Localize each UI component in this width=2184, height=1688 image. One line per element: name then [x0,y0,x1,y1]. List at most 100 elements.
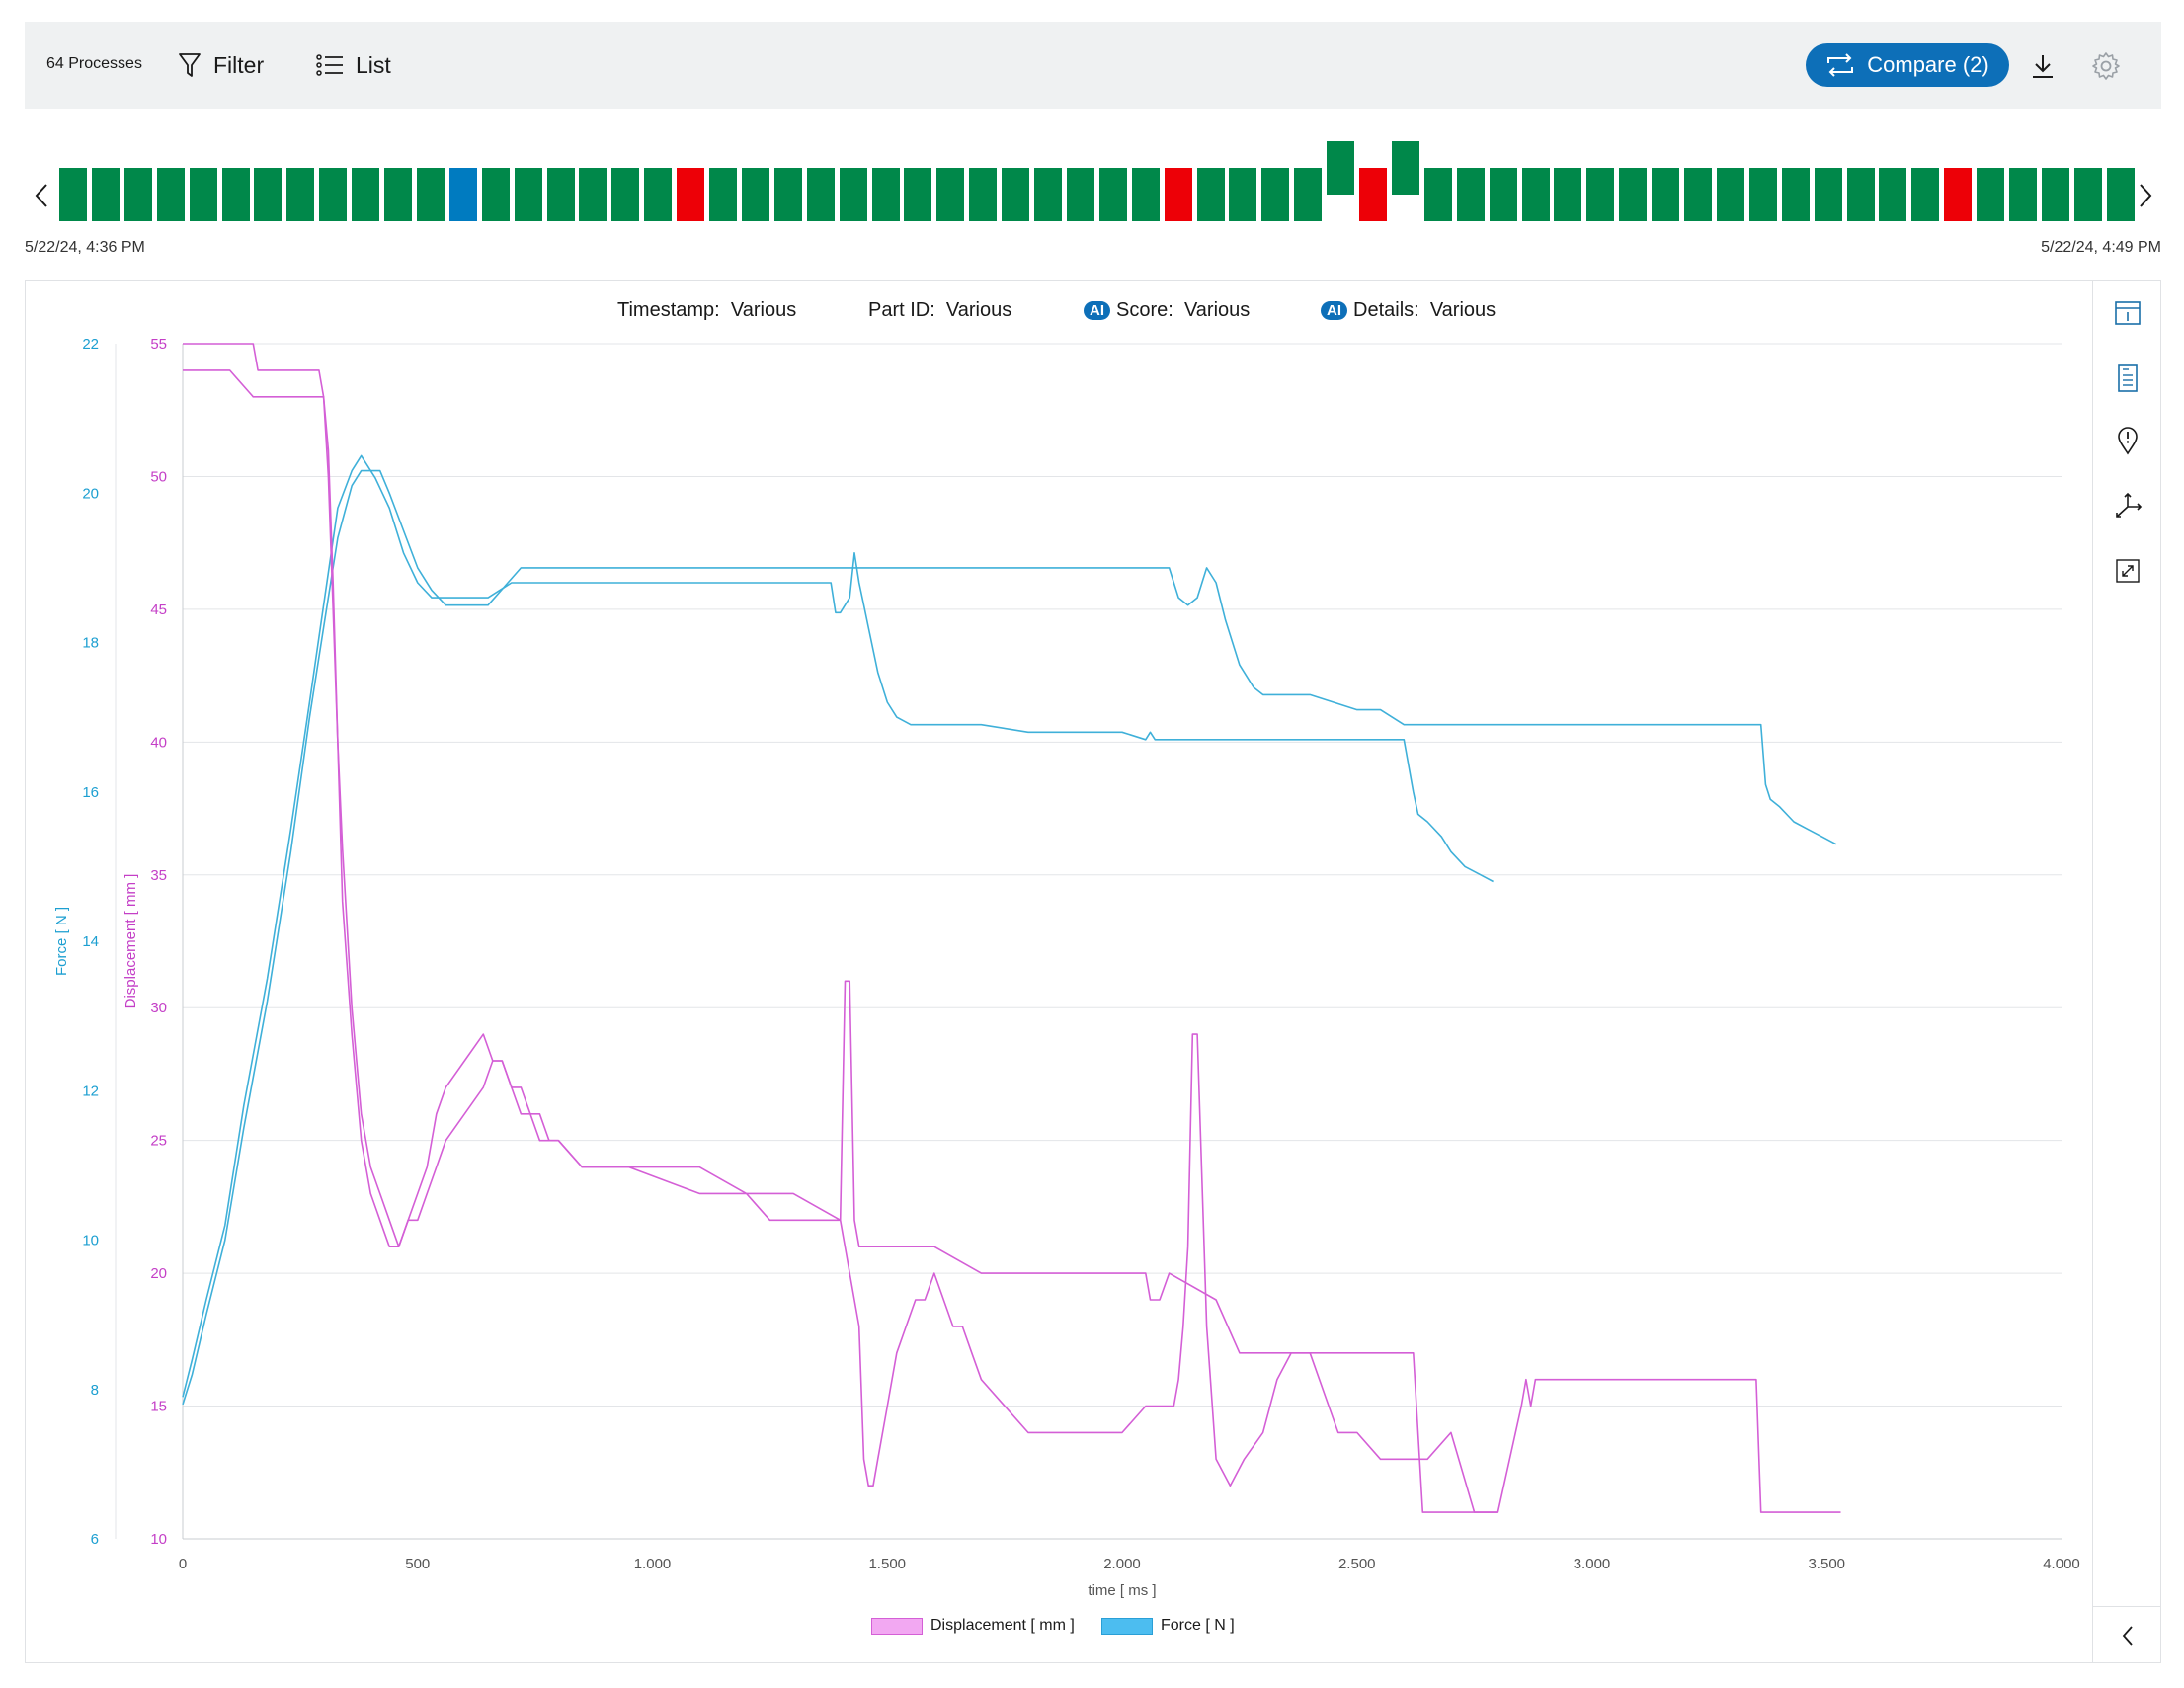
alert-pin-icon [2118,427,2138,455]
timeline-process-ok[interactable] [1456,168,1485,221]
timeline-prev-button[interactable] [32,181,51,210]
ai-badge: AI [1084,301,1110,320]
timeline-process-selected[interactable] [448,168,477,221]
timeline-process-compare[interactable] [1391,141,1419,195]
timeline-process-ok[interactable] [709,168,737,221]
meta-details: AI Details: Various [1321,299,1496,322]
gear-icon [2092,52,2120,80]
timeline-process-ok[interactable] [123,168,152,221]
timeline-process-ok[interactable] [871,168,900,221]
timeline-next-button[interactable] [2136,181,2155,210]
timeline-process-ok[interactable] [2106,168,2135,221]
timeline-process-nok[interactable] [1944,168,1973,221]
collapse-panel-button[interactable] [2113,1621,2143,1650]
ai-badge: AI [1321,301,1347,320]
timeline-process-ok[interactable] [2041,168,2069,221]
alert-pin-button[interactable] [2113,426,2143,455]
timeline-process-ok[interactable] [91,168,120,221]
timeline-process-nok[interactable] [1359,168,1387,221]
timeline-process-ok[interactable] [1554,168,1582,221]
timeline-process-ok[interactable] [1131,168,1160,221]
timeline-process-ok[interactable] [286,168,315,221]
timeline-process-ok[interactable] [1716,168,1744,221]
document-list-button[interactable] [2113,363,2143,393]
timeline-process-ok[interactable] [1911,168,1940,221]
timeline-process-ok[interactable] [1229,168,1257,221]
timeline-process-ok[interactable] [579,168,607,221]
collapse-chevron-icon [2122,1626,2133,1646]
axes-icon [2116,492,2143,518]
timeline-process-ok[interactable] [741,168,769,221]
side-toolbar [2092,281,2160,1662]
timeline-process-ok[interactable] [1748,168,1777,221]
compare-icon [1827,53,1854,77]
timeline-process-ok[interactable] [1489,168,1517,221]
timeline-process-ok[interactable] [1066,168,1094,221]
timeline-process-ok[interactable] [1684,168,1712,221]
timeline-process-ok[interactable] [319,168,348,221]
timeline-process-ok[interactable] [384,168,412,221]
timeline-process-ok[interactable] [514,168,542,221]
list-label: List [356,51,391,78]
timeline-process-ok[interactable] [2073,168,2102,221]
timeline-process-ok[interactable] [611,168,640,221]
timeline-process-ok[interactable] [1196,168,1225,221]
timeline-process-ok[interactable] [254,168,283,221]
download-icon [2033,55,2053,78]
compare-button[interactable]: Compare (2) [1806,43,2009,87]
chevron-left-icon [35,184,47,207]
legend-force[interactable]: Force [ N ] [1101,1617,1235,1635]
timeline-process-ok[interactable] [1781,168,1810,221]
timeline-process-ok[interactable] [839,168,867,221]
timeline-process-ok[interactable] [1261,168,1290,221]
timeline-process-ok[interactable] [1294,168,1323,221]
timeline-process-ok[interactable] [546,168,575,221]
timeline-start-date: 5/22/24, 4:36 PM [25,239,145,256]
process-count: 64 Processes [46,55,142,72]
fit-view-icon [2116,559,2140,583]
timeline-process-ok[interactable] [1002,168,1030,221]
fit-view-button[interactable] [2113,556,2143,586]
timeline-process-ok[interactable] [481,168,510,221]
axes-button[interactable] [2113,491,2143,521]
timestamp-value: Various [730,299,797,321]
meta-part-id: Part ID: Various [868,299,1011,322]
timeline-process-ok[interactable] [1423,168,1452,221]
timeline-process-ok[interactable] [59,168,87,221]
timeline-process-ok[interactable] [2009,168,2037,221]
settings-button[interactable] [2091,51,2121,81]
info-panel-button[interactable] [2113,298,2143,328]
timeline-process-ok[interactable] [1521,168,1550,221]
timeline-process-ok[interactable] [189,168,217,221]
timeline-process-ok[interactable] [904,168,932,221]
timeline-process-nok[interactable] [1164,168,1192,221]
timeline-process-compare[interactable] [1327,141,1355,195]
timeline-process-ok[interactable] [806,168,835,221]
timeline-process-ok[interactable] [969,168,998,221]
part-id-label: Part ID: [868,299,935,321]
legend-displacement[interactable]: Displacement [ mm ] [871,1617,1075,1635]
timeline-process-ok[interactable] [352,168,380,221]
timeline-process-ok[interactable] [936,168,965,221]
timeline-process-ok[interactable] [1652,168,1680,221]
timeline-process-ok[interactable] [644,168,673,221]
timeline-process-ok[interactable] [1034,168,1062,221]
timeline-process-ok[interactable] [1846,168,1875,221]
timeline-process-nok[interactable] [677,168,705,221]
timeline-process-ok[interactable] [1098,168,1127,221]
download-button[interactable] [2028,51,2058,81]
timeline-process-ok[interactable] [1619,168,1648,221]
timeline-process-ok[interactable] [416,168,445,221]
timeline-process-ok[interactable] [1814,168,1842,221]
filter-label: Filter [213,51,265,78]
timeline-process-ok[interactable] [221,168,250,221]
timeline-process-ok[interactable] [1586,168,1615,221]
timeline-process-ok[interactable] [156,168,185,221]
process-timeline [0,133,2184,232]
timeline-process-ok[interactable] [1977,168,2005,221]
filter-button[interactable]: Filter [178,43,264,87]
timeline-process-ok[interactable] [1879,168,1907,221]
timeline-process-ok[interactable] [773,168,802,221]
filter-icon [179,53,201,77]
list-button[interactable]: List [316,43,391,87]
